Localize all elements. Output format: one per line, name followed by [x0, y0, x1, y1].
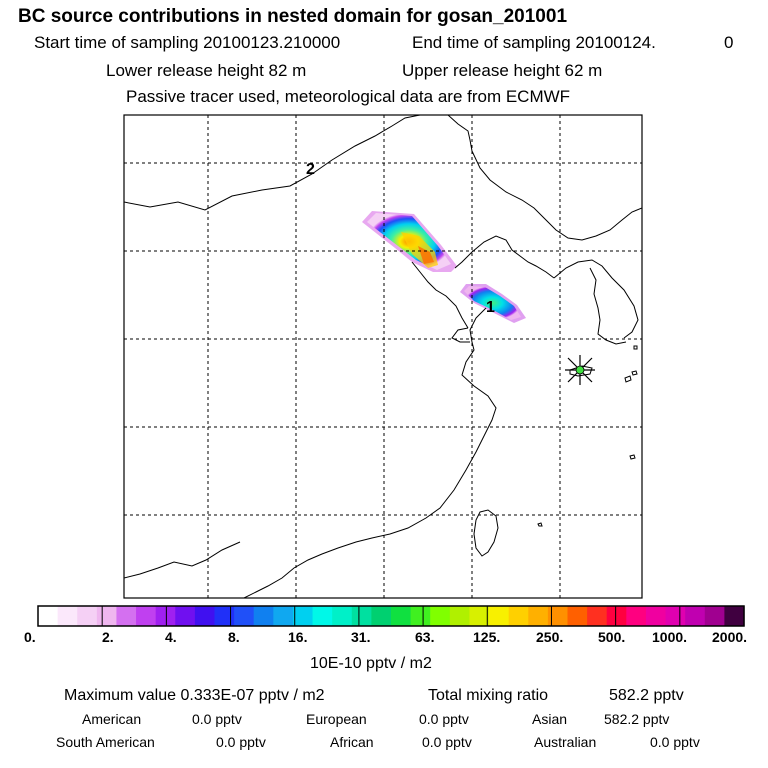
south-american-label: South American [56, 734, 155, 750]
european-label: European [306, 711, 367, 727]
scale-swatch [175, 606, 196, 626]
scale-swatch [312, 606, 333, 626]
end-time-label: End time of sampling 20100124. [412, 33, 656, 52]
european-value: 0.0 pptv [419, 711, 469, 727]
upper-release-height: Upper release height 62 m [402, 61, 603, 80]
lower-release-height: Lower release height 82 m [106, 61, 307, 80]
scale-border [37, 605, 745, 627]
source-marker-2: 2 [306, 161, 315, 178]
scale-swatch [332, 606, 353, 626]
total-mixing-label: Total mixing ratio [428, 687, 549, 704]
scale-swatch [77, 606, 98, 626]
scale-swatch [665, 606, 686, 626]
scale-swatch [410, 606, 431, 626]
info-line: Passive tracer used, meteorological data… [126, 87, 571, 106]
scale-swatch [606, 606, 627, 626]
scale-tick-3: 8. [228, 629, 240, 645]
scale-tick-10: 1000. [652, 629, 688, 645]
scale-swatch [449, 606, 471, 626]
scale-swatch [724, 606, 745, 626]
scale-tick-4: 16. [288, 629, 308, 645]
coastlines-borders [124, 115, 642, 598]
scale-tick-7: 125. [473, 629, 501, 645]
scale-swatch [704, 606, 725, 626]
australian-label: Australian [534, 734, 597, 750]
start-time-label: Start time of sampling 20100123.210000 [34, 33, 341, 52]
scale-swatch [528, 606, 549, 626]
scale-swatch [273, 606, 294, 626]
scale-swatch [253, 606, 274, 626]
scale-swatch [351, 606, 372, 626]
australian-value: 0.0 pptv [650, 734, 700, 750]
end-time-value: 0 [724, 33, 734, 52]
scale-swatch [155, 606, 176, 626]
scale-swatch [567, 606, 588, 626]
scale-swatch [214, 606, 235, 626]
asian-value: 582.2 pptv [604, 711, 670, 727]
scale-swatch [685, 606, 706, 626]
scale-units: 10E-10 pptv / m2 [310, 655, 432, 672]
scale-swatch [508, 606, 529, 626]
grid-lines [124, 115, 642, 598]
color-scale [37, 605, 745, 627]
scale-swatch [587, 606, 608, 626]
scale-swatch [96, 606, 118, 626]
scale-tick-8: 250. [536, 629, 564, 645]
scale-swatch [547, 606, 569, 626]
scale-swatch [38, 606, 59, 626]
scale-swatch [194, 606, 216, 626]
map-canvas: 1 2 [123, 114, 643, 599]
scale-tick-9: 500. [598, 629, 626, 645]
scale-swatch [391, 606, 412, 626]
scale-swatch [626, 606, 647, 626]
source-marker-1: 1 [486, 299, 495, 316]
max-value: Maximum value 0.333E-07 pptv / m2 [64, 687, 325, 704]
african-value: 0.0 pptv [422, 734, 472, 750]
south-american-value: 0.0 pptv [216, 734, 266, 750]
scale-tick-6: 63. [415, 629, 435, 645]
asian-label: Asian [532, 711, 568, 727]
map-frame [123, 114, 643, 599]
scale-tick-2: 4. [165, 629, 177, 645]
total-mixing-value: 582.2 pptv [609, 687, 684, 704]
american-value: 0.0 pptv [192, 711, 242, 727]
star-icon [565, 355, 595, 385]
plume-bohai [460, 284, 526, 323]
map-title: BC source contributions in nested domain… [18, 6, 568, 27]
scale-tick-1: 2. [102, 629, 114, 645]
scale-swatch [292, 606, 314, 626]
scale-tick-5: 31. [351, 629, 371, 645]
scale-swatch [489, 606, 510, 626]
scale-tick-11: 2000. [712, 629, 748, 645]
scale-swatch [57, 606, 78, 626]
plume-northwest [362, 211, 457, 272]
scale-swatch [430, 606, 451, 626]
scale-tick-0: 0. [24, 629, 36, 645]
scale-swatch [234, 606, 255, 626]
scale-swatch [136, 606, 157, 626]
african-label: African [330, 734, 374, 750]
scale-swatch [469, 606, 490, 626]
scale-swatch [371, 606, 392, 626]
american-label: American [82, 711, 142, 727]
scale-swatch [116, 606, 137, 626]
scale-swatch [645, 606, 667, 626]
